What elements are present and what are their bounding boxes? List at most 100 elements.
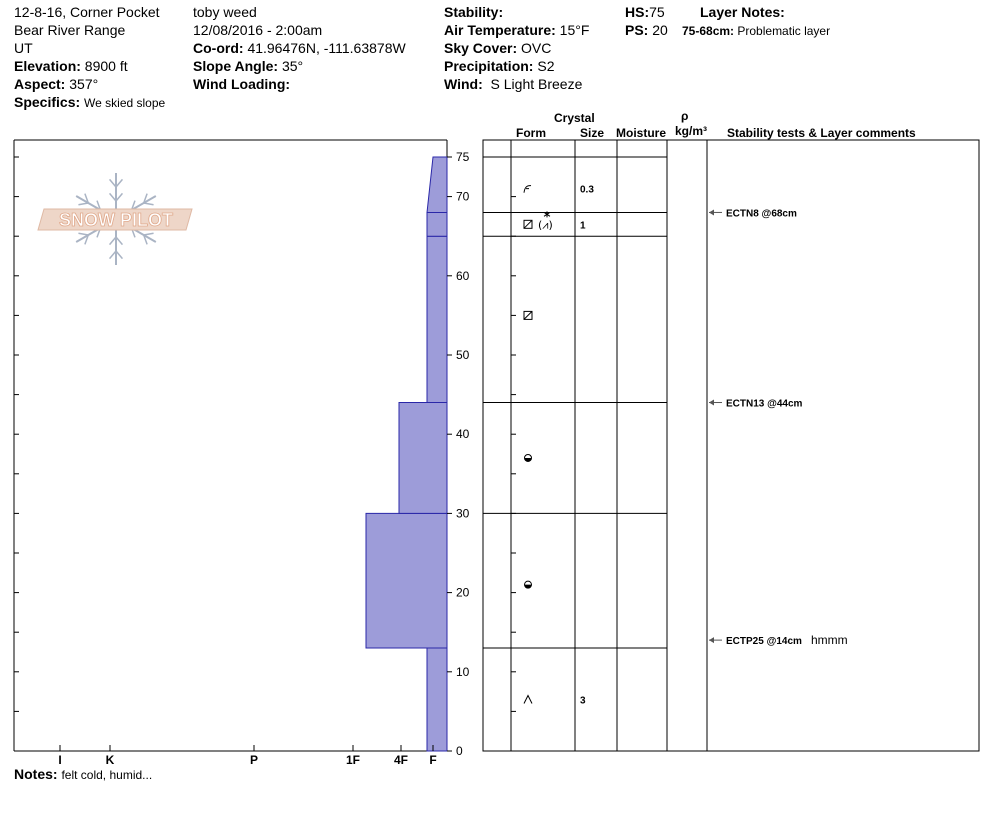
hardness-label: 1F <box>346 753 360 767</box>
moisture-header: Moisture <box>616 126 667 140</box>
precip-value: S2 <box>537 58 555 74</box>
air-temp-row: Air Temperature: 15°F <box>444 22 589 38</box>
elevation-value: 8900 ft <box>84 58 128 74</box>
snowflake-branch <box>143 202 154 206</box>
depth-tick-label: 20 <box>456 586 470 600</box>
depth-tick-label: 0 <box>456 744 463 758</box>
logo-text: SNOW PILOT <box>59 210 173 230</box>
air-temp-label: Air Temperature: <box>444 22 556 38</box>
hardness-bar <box>426 156 448 213</box>
precip-label: Precipitation: <box>444 58 534 74</box>
layer-note-text: Problematic layer <box>737 24 831 38</box>
hardness-label: P <box>250 753 258 767</box>
crystal-size: 1 <box>580 220 586 231</box>
stability-comments-header: Stability tests & Layer comments <box>727 126 916 140</box>
snowflake-branch <box>115 236 124 246</box>
specifics-value: We skied slope <box>84 96 166 110</box>
stability-test-label: ECTP25 @14cm <box>726 636 802 647</box>
depth-tick-label: 30 <box>456 506 470 520</box>
depth-tick-label: 10 <box>456 665 470 679</box>
hs-label: HS: <box>625 4 650 20</box>
snowpilot-logo: SNOW PILOT <box>37 173 193 265</box>
precip-row: Precipitation: S2 <box>444 58 554 74</box>
snowflake-branch <box>115 192 124 202</box>
coord-row: Co-ord: 41.96476N, -111.63878W <box>193 40 406 56</box>
layer-note-row: 75-68cm: Problematic layer <box>682 23 830 39</box>
aspect-value: 357° <box>69 76 99 92</box>
stability-label: Stability: <box>444 4 504 20</box>
specifics-label: Specifics: <box>14 94 81 110</box>
hardness-label: I <box>58 753 61 767</box>
faceted-icon <box>523 310 533 320</box>
hardness-label: K <box>106 753 115 767</box>
hardness-label: F <box>429 753 436 767</box>
symbol-caret <box>523 694 533 704</box>
hardness-bar <box>426 647 448 752</box>
size-header: Size <box>580 126 605 140</box>
snowflake-branch <box>108 250 117 260</box>
symbol-fill <box>524 457 532 462</box>
ps-value: 20 <box>652 22 668 38</box>
wind-value: S Light Breeze <box>490 76 583 92</box>
stability-row: Stability: <box>444 4 503 20</box>
symbol-diagonal <box>523 311 533 320</box>
symbol-square <box>523 219 533 229</box>
depth-tick-label: 60 <box>456 269 470 283</box>
aspect-label: Aspect: <box>14 76 66 92</box>
wind-label: Wind: <box>444 76 483 92</box>
symbol-diagonal <box>523 219 533 229</box>
sky-cover-label: Sky Cover: <box>444 40 518 56</box>
wind-loading-row: Wind Loading: <box>193 76 290 92</box>
state-line: UT <box>14 40 33 56</box>
ps-label: PS: <box>625 22 649 38</box>
layer-table-border <box>482 139 980 752</box>
snowflake-branch <box>84 193 89 204</box>
wind-loading-label: Wind Loading: <box>193 76 291 92</box>
depth-tick-label: 70 <box>456 190 470 204</box>
symbol-stroke <box>523 185 532 193</box>
decomposing-fragments-icon <box>523 185 532 193</box>
crystal-size: 3 <box>580 696 586 707</box>
hardness-bar <box>426 235 448 404</box>
specifics-row: Specifics: We skied slope <box>14 94 165 111</box>
layer-note-range: 75-68cm: <box>682 24 735 38</box>
range-line: Bear River Range <box>14 22 126 38</box>
test-arrow-head <box>709 209 714 216</box>
snowflake-branch <box>108 192 117 202</box>
observer-name: toby weed <box>193 4 257 20</box>
stability-test-label: ECTN8 @68cm <box>726 208 797 219</box>
stability-test-comment: hmmm <box>811 633 848 647</box>
coord-label: Co-ord: <box>193 40 244 56</box>
test-arrow-head <box>709 637 714 644</box>
symbol-star <box>543 211 551 218</box>
depth-tick-label: 75 <box>456 150 470 164</box>
depth-hoar-icon <box>523 694 533 704</box>
density-rho-header: ρ <box>681 109 689 123</box>
snowflake-branch <box>143 234 148 245</box>
notes-row: Notes: felt cold, humid... <box>14 766 152 783</box>
slope-label: Slope Angle: <box>193 58 279 74</box>
ps-row: PS: 20 <box>625 22 668 38</box>
snowflake-branch <box>115 178 124 188</box>
notes-label: Notes: <box>14 766 58 782</box>
faceted-rounded-stellar-icon: (⩘) <box>523 211 553 231</box>
stability-test-label: ECTN13 @44cm <box>726 399 803 410</box>
sky-cover-row: Sky Cover: OVC <box>444 40 551 56</box>
snowflake-branch <box>108 178 117 188</box>
melt-form-icon <box>524 580 532 589</box>
air-temp-value: 15°F <box>559 22 590 38</box>
notes-text: felt cold, humid... <box>61 768 153 782</box>
layer-notes-label: Layer Notes: <box>700 4 785 20</box>
symbol-fill <box>524 584 532 589</box>
hs-value: 75 <box>649 4 665 20</box>
snowflake-branch <box>96 200 102 211</box>
snowflake-branch <box>143 232 154 236</box>
hardness-bar <box>365 512 448 649</box>
crystal-size: 0.3 <box>580 185 594 196</box>
hs-row: HS:75 <box>625 4 665 20</box>
snowflake-branch <box>130 200 136 211</box>
form-header: Form <box>516 126 546 140</box>
snowflake-branch <box>108 236 117 246</box>
elevation-row: Elevation: 8900 ft <box>14 58 128 74</box>
aspect-row: Aspect: 357° <box>14 76 98 92</box>
